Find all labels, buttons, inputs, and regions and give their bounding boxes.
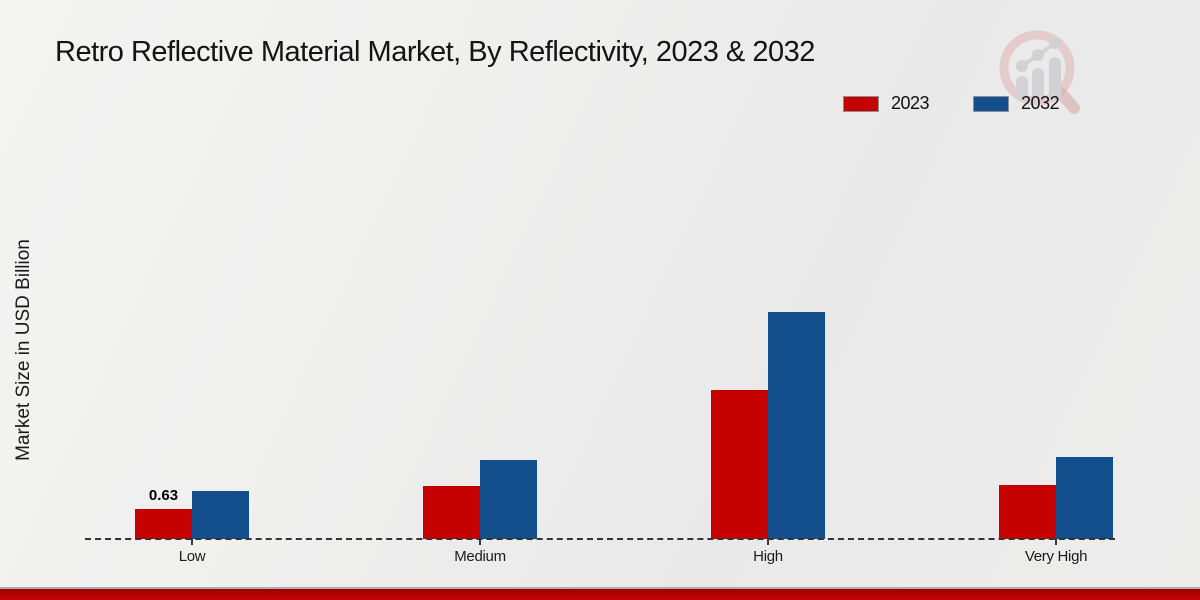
- x-tick-label-medium: Medium: [454, 548, 506, 565]
- bar-2023-high: [711, 390, 768, 539]
- legend-swatch-icon: [973, 95, 1010, 112]
- bar-2023-very-high: [999, 485, 1056, 539]
- bar-value-label: 0.63: [148, 487, 179, 504]
- x-axis-tick: [479, 539, 481, 545]
- bar-2032-high: [768, 312, 825, 539]
- x-tick-label-high: High: [753, 548, 783, 565]
- legend-item-2023: 2023: [843, 93, 930, 114]
- x-axis-tick: [767, 539, 769, 545]
- legend-label: 2023: [891, 93, 930, 113]
- legend-item-2032: 2032: [973, 93, 1060, 114]
- x-axis-tick: [1055, 539, 1057, 545]
- bar-2032-very-high: [1056, 457, 1113, 539]
- magnifier-chart-logo-icon: [999, 30, 1080, 114]
- legend: 2023 2032: [843, 93, 1060, 114]
- bar-2032-medium: [480, 460, 537, 539]
- footer-red-stripe: [0, 589, 1200, 600]
- x-tick-label-low: Low: [178, 548, 206, 565]
- legend-label: 2032: [1021, 93, 1060, 113]
- legend-swatch-icon: [843, 95, 879, 112]
- x-axis-baseline: [85, 538, 1115, 540]
- x-tick-label-very-high: Very High: [1024, 548, 1088, 565]
- bar-2023-low: [135, 509, 192, 539]
- bar-2032-low: [192, 491, 249, 539]
- bar-2023-medium: [423, 486, 480, 539]
- footer-divider: [0, 587, 1200, 589]
- chart-title: Retro Reflective Material Market, By Ref…: [55, 36, 815, 68]
- x-axis-tick: [191, 539, 193, 545]
